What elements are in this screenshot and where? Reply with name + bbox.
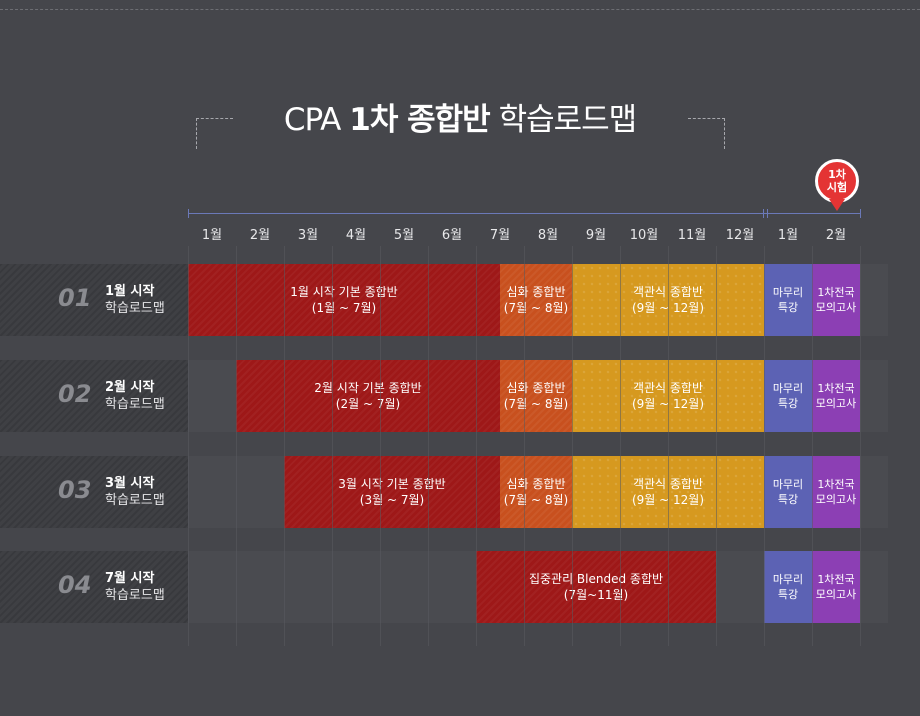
month-label: 2월: [825, 228, 847, 243]
title-bracket-right: [688, 118, 725, 149]
course-bar-red: 1월 시작 기본 종합반 (1월 ~ 7월): [188, 264, 500, 336]
row-label-roadmap: 학습로드맵: [105, 397, 165, 412]
course-bar-purple: 1차전국 모의고사: [812, 264, 860, 336]
timeline-axis: [188, 213, 860, 214]
row-label-band: [0, 551, 188, 623]
month-gridline: [428, 246, 429, 646]
exam-marker-line1: 1차: [828, 168, 846, 181]
row-label-start: 2월 시작: [105, 380, 155, 395]
month-gridline: [764, 246, 765, 646]
exam-marker-pin: 1차 시험: [815, 159, 859, 203]
month-gridline: [572, 246, 573, 646]
month-gridline: [188, 246, 189, 646]
month-label: 8월: [537, 228, 559, 243]
course-bar-red: 3월 시작 기본 종합반 (3월 ~ 7월): [284, 456, 500, 528]
month-gridline: [332, 246, 333, 646]
page-title: CPA 1차 종합반 학습로드맵: [0, 98, 920, 142]
month-gridline: [236, 246, 237, 646]
month-label: 7월: [489, 228, 511, 243]
month-gridline: [860, 246, 861, 646]
course-bar-blue: 마무리 특강: [764, 360, 812, 432]
title-suffix: 학습로드맵: [498, 102, 638, 138]
exam-marker-pointer-icon: [829, 199, 845, 211]
month-label: 9월: [585, 228, 607, 243]
row-label-start: 1월 시작: [105, 284, 155, 299]
month-label: 11월: [677, 228, 707, 243]
course-bar-blue: 마무리 특강: [764, 551, 812, 623]
exam-marker-line2: 시험: [826, 181, 848, 194]
title-prefix: CPA: [283, 102, 342, 138]
top-dashed-divider: [0, 9, 920, 10]
title-bold: 1차 종합반: [349, 102, 490, 138]
course-bar-purple: 1차전국 모의고사: [812, 551, 860, 623]
row-label-roadmap: 학습로드맵: [105, 301, 165, 316]
row-number: 04: [58, 571, 92, 599]
row-label-start: 3월 시작: [105, 476, 155, 491]
row-number: 03: [58, 476, 92, 504]
row-label-band: [0, 360, 188, 432]
course-bar-yellow: 객관식 종합반 (9월 ~ 12월): [572, 456, 764, 528]
timeline-tick: [188, 209, 189, 218]
month-label: 4월: [345, 228, 367, 243]
row-label-start: 7월 시작: [105, 571, 155, 586]
month-gridline: [524, 246, 525, 646]
row-label-band: [0, 456, 188, 528]
month-label: 5월: [393, 228, 415, 243]
timeline-tick: [860, 209, 861, 218]
month-gridline: [380, 246, 381, 646]
month-gridline: [620, 246, 621, 646]
timeline-tick: [763, 209, 768, 218]
month-gridline: [476, 246, 477, 646]
course-bar-blue: 마무리 특강: [764, 264, 812, 336]
course-bar-blue: 마무리 특강: [764, 456, 812, 528]
row-label-roadmap: 학습로드맵: [105, 493, 165, 508]
month-gridline: [668, 246, 669, 646]
month-label: 10월: [629, 228, 659, 243]
month-gridline: [284, 246, 285, 646]
title-area: CPA 1차 종합반 학습로드맵: [0, 98, 920, 158]
course-bar-red: 2월 시작 기본 종합반 (2월 ~ 7월): [236, 360, 500, 432]
course-bar-red: 집중관리 Blended 종합반 (7월~11월): [476, 551, 716, 623]
month-gridline: [716, 246, 717, 646]
course-bar-purple: 1차전국 모의고사: [812, 456, 860, 528]
month-label: 12월: [725, 228, 755, 243]
row-number: 02: [58, 380, 92, 408]
row-number: 01: [58, 284, 92, 312]
title-bracket-left: [196, 118, 233, 149]
month-label: 1월: [201, 228, 223, 243]
course-bar-purple: 1차전국 모의고사: [812, 360, 860, 432]
row-label-roadmap: 학습로드맵: [105, 588, 165, 603]
month-gridline: [812, 246, 813, 646]
course-bar-orange: 심화 종합반 (7월 ~ 8월): [500, 264, 572, 336]
row-label-band: [0, 264, 188, 336]
month-label: 2월: [249, 228, 271, 243]
month-label: 6월: [441, 228, 463, 243]
month-label: 1월: [777, 228, 799, 243]
course-bar-orange: 심화 종합반 (7월 ~ 8월): [500, 456, 572, 528]
month-label: 3월: [297, 228, 319, 243]
course-bar-orange: 심화 종합반 (7월 ~ 8월): [500, 360, 572, 432]
